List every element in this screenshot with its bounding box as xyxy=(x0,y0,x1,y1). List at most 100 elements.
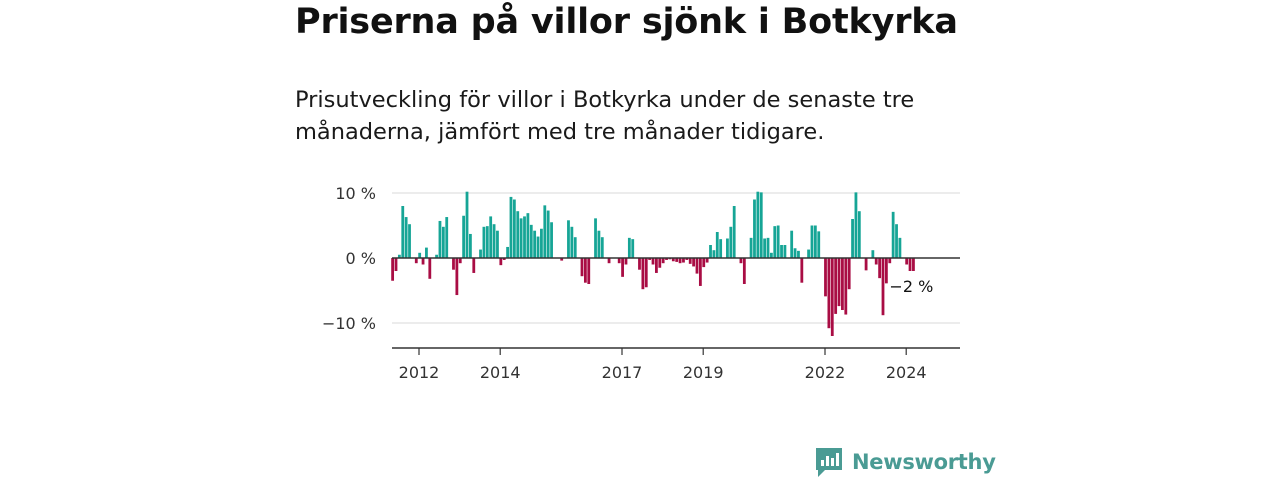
bar xyxy=(550,222,553,258)
bar xyxy=(655,258,658,273)
bar xyxy=(587,258,591,284)
bar xyxy=(790,230,794,258)
bar xyxy=(715,232,719,258)
bar xyxy=(573,237,577,258)
x-tick-label: 2022 xyxy=(805,363,846,382)
bar xyxy=(482,226,486,258)
bar xyxy=(871,250,875,258)
bar xyxy=(607,258,611,264)
bar xyxy=(817,231,821,258)
bar xyxy=(908,258,912,271)
bar xyxy=(763,238,767,258)
bar xyxy=(438,220,442,258)
bar xyxy=(540,228,543,258)
bar xyxy=(824,258,827,297)
newsworthy-logo: Newsworthy xyxy=(814,446,996,478)
bar xyxy=(526,213,530,258)
bar xyxy=(479,249,482,258)
bar xyxy=(719,239,723,258)
bar xyxy=(878,258,882,279)
bar xyxy=(776,225,780,258)
brand-name: Newsworthy xyxy=(852,450,996,474)
bar xyxy=(458,258,462,264)
bar xyxy=(705,258,709,263)
bar xyxy=(529,224,533,258)
bar xyxy=(638,258,641,270)
bar xyxy=(807,249,810,258)
bar xyxy=(692,258,696,267)
bar xyxy=(661,258,665,264)
bar xyxy=(472,258,476,273)
bar xyxy=(435,254,438,258)
bar xyxy=(465,191,469,258)
bar xyxy=(536,236,540,258)
bar xyxy=(567,220,570,258)
bar xyxy=(682,258,685,263)
bar xyxy=(769,252,773,258)
bar xyxy=(421,258,425,265)
bar xyxy=(414,258,418,264)
bar xyxy=(627,237,631,258)
bar xyxy=(827,258,831,329)
y-tick-label: −10 % xyxy=(322,314,376,333)
y-tick-label: 0 % xyxy=(346,249,376,268)
bar xyxy=(695,258,699,274)
bar xyxy=(455,258,459,296)
bar xyxy=(847,258,851,290)
bar xyxy=(445,217,449,258)
chart-subtitle: Prisutveckling för villor i Botkyrka und… xyxy=(295,87,915,145)
bar xyxy=(702,258,706,268)
bar xyxy=(617,258,621,264)
bar xyxy=(533,230,537,258)
bar xyxy=(857,211,861,258)
bars xyxy=(391,191,915,336)
bar xyxy=(648,258,652,260)
bar xyxy=(597,230,601,258)
bar xyxy=(502,258,506,260)
bar xyxy=(895,224,898,258)
bar xyxy=(425,247,428,258)
bar xyxy=(898,237,902,258)
bar xyxy=(428,258,432,279)
bar xyxy=(712,250,716,258)
bar xyxy=(512,199,516,258)
bar xyxy=(543,205,547,258)
x-tick-label: 2012 xyxy=(399,363,440,382)
gridlines xyxy=(392,192,960,324)
bar xyxy=(729,226,733,258)
bar xyxy=(810,225,814,258)
bar xyxy=(739,258,743,264)
bar xyxy=(394,258,398,271)
bar xyxy=(519,218,523,258)
labels: 10 % 0 % −10 % 2012 2014 2017 2019 2022 2024 −2 % xyxy=(322,184,933,382)
bar xyxy=(675,258,679,262)
x-tick-label: 2019 xyxy=(683,363,724,382)
bar xyxy=(884,258,888,284)
bar xyxy=(523,216,526,258)
bar xyxy=(499,258,503,266)
bar xyxy=(678,258,682,264)
bar xyxy=(742,258,746,284)
x-tick-label: 2014 xyxy=(480,363,521,382)
bar xyxy=(881,258,885,316)
bar xyxy=(685,258,689,260)
bar xyxy=(783,245,787,258)
bar xyxy=(841,258,844,310)
bar xyxy=(773,226,777,258)
bar xyxy=(793,248,797,258)
bar xyxy=(408,224,411,258)
bar xyxy=(756,191,760,258)
bar xyxy=(621,258,624,277)
bar xyxy=(797,250,800,258)
bar xyxy=(516,211,520,258)
bar xyxy=(462,215,466,258)
bar xyxy=(492,224,496,258)
x-tick-label: 2024 xyxy=(886,363,927,382)
bar xyxy=(864,258,868,271)
bar xyxy=(854,192,858,258)
bar xyxy=(631,239,635,258)
bar xyxy=(580,258,584,277)
bar xyxy=(874,258,878,265)
bar xyxy=(509,196,513,258)
x-tick-label: 2017 xyxy=(602,363,643,382)
